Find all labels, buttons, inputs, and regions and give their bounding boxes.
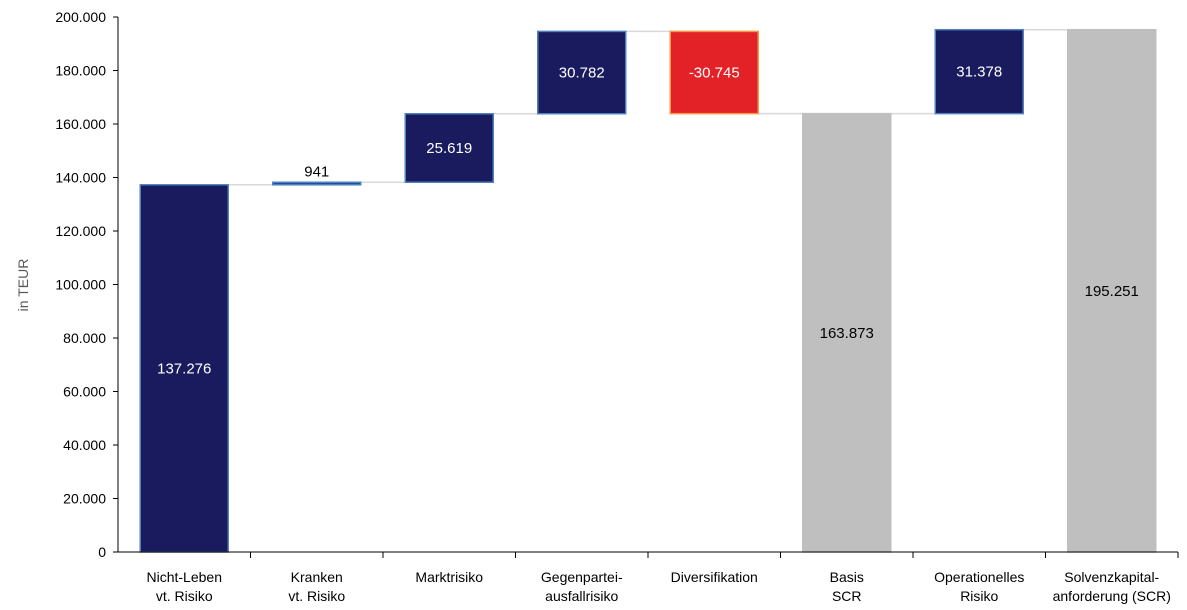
data-label: 25.619 (426, 140, 472, 157)
category-label: vt. Risiko (288, 588, 345, 604)
category-label: vt. Risiko (156, 588, 213, 604)
data-label: 195.251 (1085, 283, 1139, 300)
category-label: Operationelles (934, 569, 1024, 585)
data-label: 163.873 (820, 325, 874, 342)
data-label: 941 (304, 163, 329, 180)
category-label: Risiko (960, 588, 998, 604)
bar (669, 30, 759, 115)
connector-lines (228, 28, 1068, 186)
category-label: Basis (830, 569, 864, 585)
bar (272, 181, 362, 186)
y-tick-label: 40.000 (63, 437, 106, 453)
y-tick-label: 160.000 (55, 116, 106, 132)
data-label: 31.378 (956, 64, 1002, 81)
data-label: 30.782 (559, 65, 605, 82)
category-label: Marktrisiko (415, 569, 483, 585)
category-label: Diversifikation (671, 569, 758, 585)
bar (1067, 28, 1157, 553)
data-label: -30.745 (689, 65, 740, 82)
y-tick-label: 60.000 (63, 384, 106, 400)
category-label: anforderung (SCR) (1053, 588, 1171, 604)
category-label: Kranken (291, 569, 343, 585)
x-axis: Nicht-Leben vt. Risiko Kranken vt. Risiko Ma… (118, 551, 1179, 604)
category-label: Gegenpartei- (541, 569, 623, 585)
y-tick-label: 140.000 (55, 170, 106, 186)
category-label: SCR (832, 588, 862, 604)
y-tick-label: 20.000 (63, 491, 106, 507)
bars-group (139, 28, 1157, 553)
bar (404, 112, 494, 184)
data-labels: 137.276 941 25.619 30.782 -30.745 163.873 31.3… (157, 64, 1139, 378)
y-axis-label: in TEUR (15, 259, 31, 312)
category-label: Nicht-Leben (147, 569, 223, 585)
bar (537, 30, 627, 115)
y-axis: 0 20.000 40.000 60.000 80.000 100.000 120.000 1… (55, 9, 119, 560)
bar (802, 112, 892, 553)
y-tick-label: 0 (98, 544, 106, 560)
y-tick-label: 100.000 (55, 277, 106, 293)
y-tick-label: 120.000 (55, 223, 106, 239)
data-label: 137.276 (157, 360, 211, 377)
y-tick-label: 180.000 (55, 63, 106, 79)
category-label: Solvenzkapital- (1064, 569, 1159, 585)
category-label: ausfallrisiko (545, 588, 618, 604)
bar (934, 28, 1024, 115)
y-tick-label: 80.000 (63, 330, 106, 346)
y-tick-label: 200.000 (55, 9, 106, 25)
